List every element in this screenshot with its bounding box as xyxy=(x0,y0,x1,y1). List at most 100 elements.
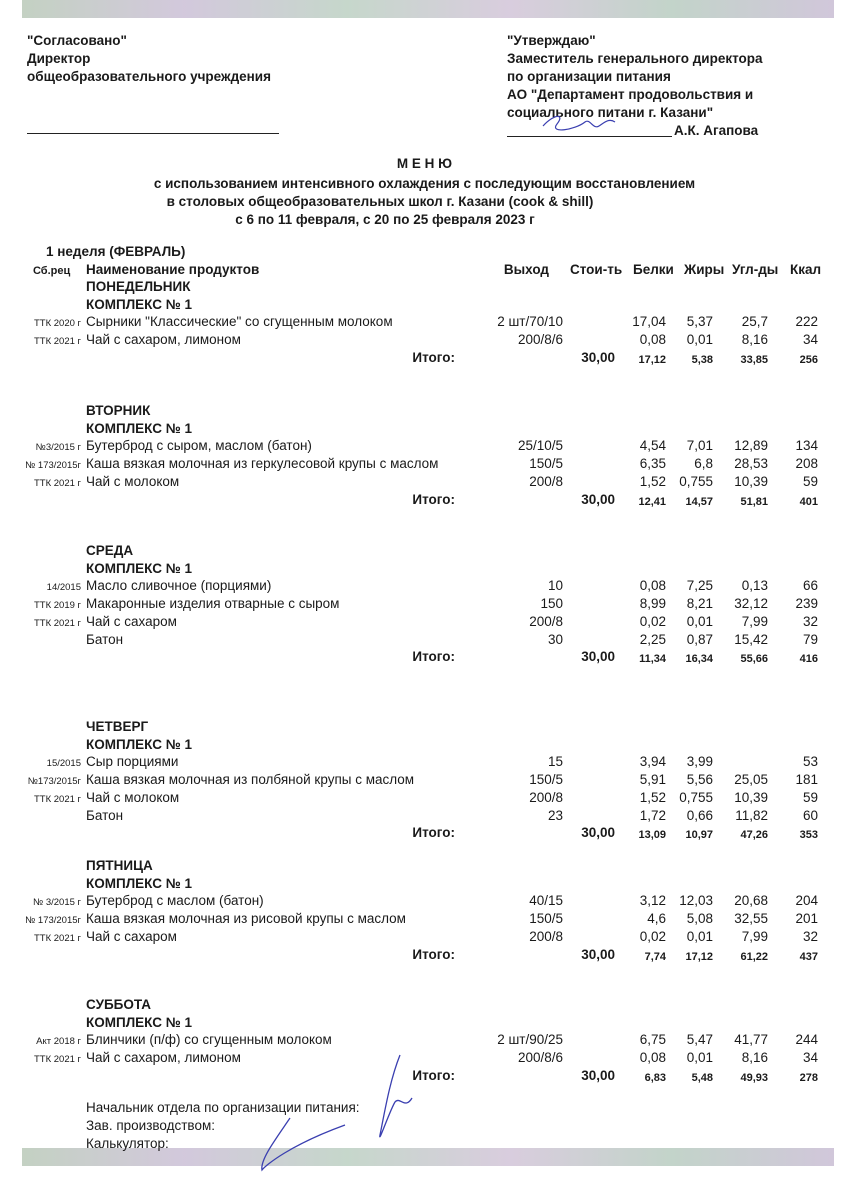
dish-yield: 150/5 xyxy=(529,456,563,472)
dish-protein: 0,08 xyxy=(639,1050,666,1066)
dish-name: Батон xyxy=(86,631,124,647)
signature-bottom xyxy=(261,1054,413,1172)
dish-yield: 200/8 xyxy=(529,613,563,629)
total-carbs: 33,85 xyxy=(740,353,768,366)
dish-yield: 25/10/5 xyxy=(517,438,563,454)
dish-kcal: 208 xyxy=(795,456,818,472)
complex-label: КОМПЛЕКС № 1 xyxy=(86,296,193,312)
dish-name: Каша вязкая молочная из геркулесовой кру… xyxy=(86,456,439,472)
recipe-code: Акт 2018 г xyxy=(36,1036,81,1048)
dish-kcal: 59 xyxy=(802,789,818,805)
dish-kcal: 59 xyxy=(802,473,818,489)
dish-name: Чай с сахаром, лимоном xyxy=(86,332,241,348)
dish-name: Блинчики (п/ф) со сгущенным молоком xyxy=(86,1032,332,1048)
col-code: Сб.рец xyxy=(33,265,71,277)
total-kcal: 353 xyxy=(799,829,818,842)
dish-kcal: 204 xyxy=(795,893,818,909)
total-protein: 12,41 xyxy=(638,495,666,508)
signature-line-right xyxy=(507,136,672,137)
recipe-code: ТТК 2021 г xyxy=(33,617,81,629)
dish-name: Батон xyxy=(86,807,124,823)
total-fat: 17,12 xyxy=(685,950,713,963)
total-kcal: 256 xyxy=(799,353,818,366)
total-carbs: 47,26 xyxy=(740,829,768,842)
footer-production-manager: Зав. производством: xyxy=(86,1118,215,1133)
dish-fat: 5,08 xyxy=(686,911,713,927)
total-protein: 7,74 xyxy=(644,950,666,963)
dish-yield: 2 шт/70/10 xyxy=(497,314,563,330)
dish-carbs: 32,12 xyxy=(734,596,768,612)
dish-fat: 5,56 xyxy=(686,772,713,788)
dish-carbs: 7,99 xyxy=(741,928,768,944)
dish-kcal: 53 xyxy=(802,754,818,770)
scan-band-top xyxy=(22,0,834,18)
dish-fat: 0,01 xyxy=(686,928,713,944)
dish-kcal: 32 xyxy=(802,928,818,944)
dish-carbs: 10,39 xyxy=(734,473,768,489)
dish-name: Чай с сахаром xyxy=(86,928,177,944)
total-cost: 30,00 xyxy=(581,649,615,665)
menu-subtitle-2: в столовых общеобразовательных школ г. К… xyxy=(166,194,594,209)
dish-yield: 15 xyxy=(547,754,563,770)
dish-kcal: 239 xyxy=(795,596,818,612)
dish-name: Чай с молоком xyxy=(86,473,180,489)
dish-name: Сыр порциями xyxy=(86,754,179,770)
total-kcal: 401 xyxy=(799,495,818,508)
dish-protein: 6,35 xyxy=(639,456,666,472)
signature-top xyxy=(542,115,616,131)
total-fat: 16,34 xyxy=(685,653,713,666)
dish-protein: 1,52 xyxy=(639,473,666,489)
dish-name: Бутерброд с маслом (батон) xyxy=(86,893,264,909)
dish-fat: 0,66 xyxy=(686,807,713,823)
dish-name: Каша вязкая молочная из рисовой крупы с … xyxy=(86,911,406,927)
day-name: ПЯТНИЦА xyxy=(86,858,153,873)
total-kcal: 278 xyxy=(799,1071,818,1084)
dish-fat: 12,03 xyxy=(679,893,713,909)
dish-yield: 200/8 xyxy=(529,789,563,805)
dish-fat: 0,87 xyxy=(686,631,713,647)
dish-kcal: 222 xyxy=(795,314,818,330)
total-carbs: 55,66 xyxy=(740,653,768,666)
recipe-code: №173/2015г xyxy=(27,776,81,788)
dish-protein: 0,08 xyxy=(639,578,666,594)
recipe-code: ТТК 2021 г xyxy=(33,793,81,805)
recipe-code: № 173/2015г xyxy=(25,460,81,472)
total-kcal: 437 xyxy=(799,950,818,963)
dish-kcal: 66 xyxy=(802,578,818,594)
total-cost: 30,00 xyxy=(581,349,615,365)
complex-label: КОМПЛЕКС № 1 xyxy=(86,560,193,576)
day-name: ЧЕТВЕРГ xyxy=(86,719,149,734)
dish-fat: 0,755 xyxy=(679,473,713,489)
dish-kcal: 201 xyxy=(795,911,818,927)
recipe-code: ТТК 2021 г xyxy=(33,336,81,348)
menu-subtitle-1: с использованием интенсивного охлаждения… xyxy=(153,176,696,191)
complex-label: КОМПЛЕКС № 1 xyxy=(86,736,193,752)
total-kcal: 416 xyxy=(799,653,818,666)
dish-protein: 1,52 xyxy=(639,789,666,805)
dish-fat: 3,99 xyxy=(686,754,713,770)
dish-protein: 0,02 xyxy=(639,928,666,944)
total-label: Итого: xyxy=(412,825,455,841)
total-label: Итого: xyxy=(412,349,455,365)
dish-protein: 17,04 xyxy=(632,314,666,330)
dish-fat: 6,8 xyxy=(694,456,713,472)
total-fat: 5,48 xyxy=(691,1071,713,1084)
col-carbs: Угл-ды xyxy=(732,262,779,277)
footer-head-of-dept: Начальник отдела по организации питания: xyxy=(86,1100,360,1115)
footer-calculator: Калькулятор: xyxy=(86,1136,169,1151)
recipe-code: ТТК 2021 г xyxy=(33,932,81,944)
dish-carbs: 10,39 xyxy=(734,789,768,805)
dish-carbs: 32,55 xyxy=(734,911,768,927)
dish-name: Каша вязкая молочная из полбяной крупы с… xyxy=(86,772,415,788)
col-name: Наименование продуктов xyxy=(86,262,260,277)
dish-name: Масло сливочное (порциями) xyxy=(86,578,272,594)
dish-yield: 200/8 xyxy=(529,473,563,489)
dish-carbs: 41,77 xyxy=(734,1032,768,1048)
total-carbs: 61,22 xyxy=(740,950,768,963)
total-fat: 10,97 xyxy=(685,829,713,842)
approved-label: "Согласовано" xyxy=(27,33,127,48)
total-protein: 17,12 xyxy=(638,353,666,366)
total-cost: 30,00 xyxy=(581,946,615,962)
dish-name: Чай с молоком xyxy=(86,789,180,805)
signer-name: А.К. Агапова xyxy=(674,123,759,138)
